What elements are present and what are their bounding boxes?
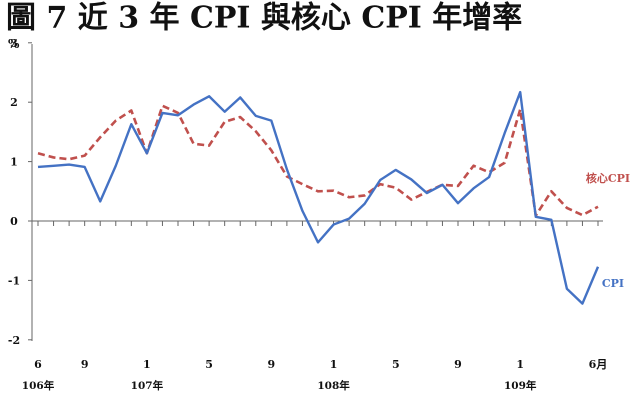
x-tick-label: 5 (392, 358, 400, 371)
y-tick-label: 0 (10, 215, 18, 228)
series-layer (37, 90, 600, 305)
y-unit-label: % (8, 37, 20, 51)
y-ticks: 3 2 1 0 -1 -2 (8, 37, 32, 347)
y-tick-label: 1 (10, 156, 18, 169)
x-tick-label: 9 (81, 358, 89, 371)
x-tick-label: 1 (330, 358, 338, 371)
y-tick-label: 3 (10, 37, 18, 50)
cpi-series-label: CPI (602, 277, 624, 290)
x-tick-label: 1 (516, 358, 524, 371)
x-tick-label: 6月 (589, 358, 608, 371)
x-year-label: 109年 (504, 379, 537, 392)
core-cpi-series-line (37, 104, 599, 217)
core-cpi-series-label: 核心CPI (586, 171, 630, 185)
x-tick-label: 9 (268, 358, 276, 371)
x-year-label: 107年 (131, 379, 164, 392)
x-tick-label: 5 (205, 358, 213, 371)
x-tick-label: 9 (454, 358, 462, 371)
y-tick-label: 2 (10, 96, 18, 109)
label-layer: 核心CPI CPI (586, 171, 630, 290)
x-tick-label: 6 (34, 358, 42, 371)
x-year-label: 108年 (317, 379, 350, 392)
cpi-series-line (37, 90, 600, 305)
x-ticks: 6 9 1 5 9 1 5 9 1 6月 106年 107年 108年 109年 (22, 221, 608, 392)
x-year-label: 106年 (22, 379, 55, 392)
x-tick-label: 1 (143, 358, 151, 371)
y-tick-label: -1 (8, 274, 20, 287)
y-tick-label: -2 (8, 334, 20, 347)
chart-title: 圖 7 近 3 年 CPI 與核心 CPI 年增率 (6, 1, 522, 36)
